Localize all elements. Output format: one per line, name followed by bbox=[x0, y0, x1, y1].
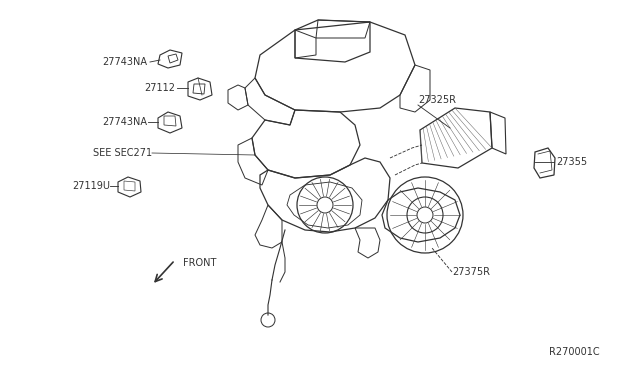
Text: FRONT: FRONT bbox=[183, 258, 216, 268]
Text: 27119U: 27119U bbox=[72, 181, 110, 191]
Text: 27325R: 27325R bbox=[418, 95, 456, 105]
Text: R270001C: R270001C bbox=[549, 347, 600, 357]
Text: 27743NA: 27743NA bbox=[102, 117, 147, 127]
Text: 27375R: 27375R bbox=[452, 267, 490, 277]
Text: SEE SEC271: SEE SEC271 bbox=[93, 148, 152, 158]
Text: 27112: 27112 bbox=[144, 83, 175, 93]
Text: 27355: 27355 bbox=[556, 157, 587, 167]
Text: 27743NA: 27743NA bbox=[102, 57, 147, 67]
